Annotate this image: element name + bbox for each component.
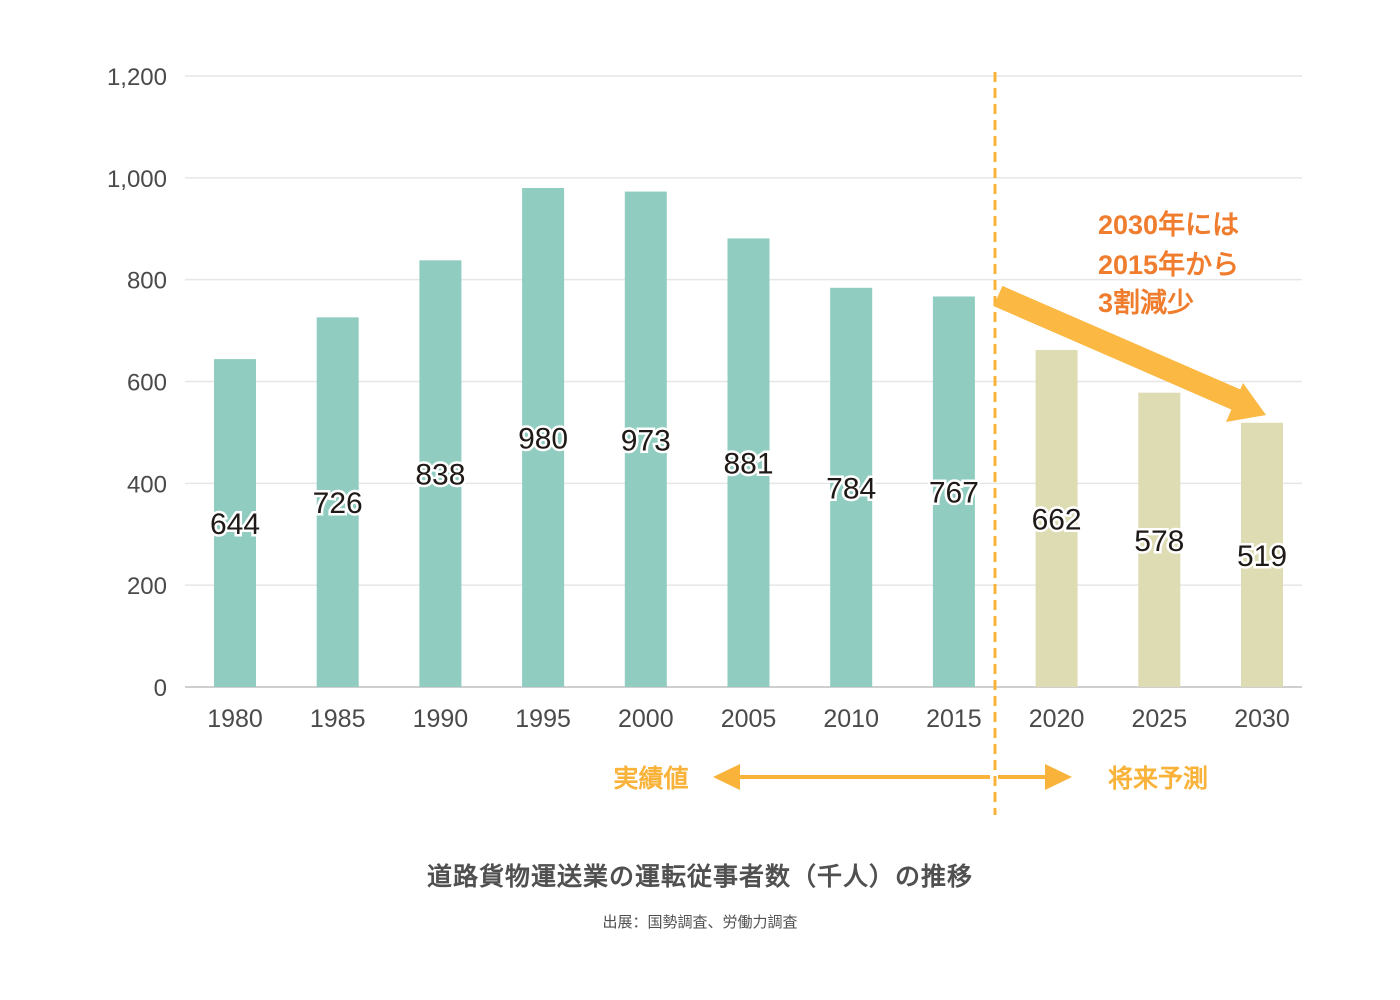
x-tick-label: 2015 xyxy=(926,705,982,733)
data-label: 519 xyxy=(1237,540,1287,573)
y-tick-label: 200 xyxy=(127,573,167,600)
data-label: 980 xyxy=(518,423,568,456)
x-tick-label: 1980 xyxy=(207,705,263,733)
y-tick-label: 1,000 xyxy=(107,166,167,193)
x-tick-label: 2005 xyxy=(721,705,777,733)
y-tick-label: 400 xyxy=(127,471,167,498)
data-label: 578 xyxy=(1134,525,1184,558)
forecast-label: 将来予測 xyxy=(1108,764,1208,793)
actual-label: 実績値 xyxy=(613,764,688,793)
y-tick-label: 600 xyxy=(127,370,167,397)
bar-2010 xyxy=(830,287,873,687)
x-tick-label: 2025 xyxy=(1131,705,1187,733)
bar-1995 xyxy=(522,188,565,687)
bar-1990 xyxy=(419,260,462,687)
data-label: 973 xyxy=(621,424,671,457)
data-label: 838 xyxy=(415,459,465,492)
x-tick-label: 1995 xyxy=(515,705,571,733)
data-label: 767 xyxy=(929,477,979,510)
bar-2030 xyxy=(1241,422,1283,687)
annotation-line-3: 3割減少 xyxy=(1098,287,1194,318)
x-tick-label: 2010 xyxy=(823,705,879,733)
data-label: 881 xyxy=(723,448,773,481)
y-tick-label: 0 xyxy=(154,675,167,702)
x-axis: 1980 1985 1990 1995 2000 2005 2010 2015 2020 2025… xyxy=(207,705,1290,733)
x-tick-label: 2020 xyxy=(1029,705,1085,733)
bar-2025 xyxy=(1138,392,1181,687)
x-tick-label: 2000 xyxy=(618,705,674,733)
bar-2000 xyxy=(624,191,667,688)
data-label: 784 xyxy=(826,472,876,505)
bar-2015 xyxy=(932,296,975,687)
x-tick-label: 1990 xyxy=(413,705,469,733)
chart-title: 道路貨物運送業の運転従事者数（千人）の推移 xyxy=(426,862,973,891)
data-label: 662 xyxy=(1032,503,1082,536)
trend-arrow xyxy=(993,285,1266,422)
y-tick-label: 800 xyxy=(127,268,167,295)
x-tick-label: 1985 xyxy=(310,705,366,733)
annotation-line-1: 2030年には xyxy=(1098,209,1239,240)
annotation-line-2: 2015年から xyxy=(1098,249,1239,280)
chart-source: 出展：国勢調査、労働力調査 xyxy=(602,913,798,931)
x-tick-label: 2030 xyxy=(1234,705,1290,733)
forecast-arrow xyxy=(998,764,1072,790)
bar-1980 xyxy=(214,359,256,687)
actual-arrow xyxy=(713,764,990,790)
bar-2020 xyxy=(1035,349,1078,687)
data-label: 644 xyxy=(210,508,260,541)
data-labels: 644 726 838 980 973 881 784 767 662 578 519 xyxy=(207,420,1289,575)
bar-2005 xyxy=(727,238,770,687)
data-label: 726 xyxy=(313,487,363,520)
y-tick-label: 1,200 xyxy=(107,64,167,91)
bars xyxy=(214,188,1283,688)
y-axis: 0 200 400 600 800 1,000 1,200 xyxy=(107,64,167,702)
bar-1985 xyxy=(316,317,359,687)
